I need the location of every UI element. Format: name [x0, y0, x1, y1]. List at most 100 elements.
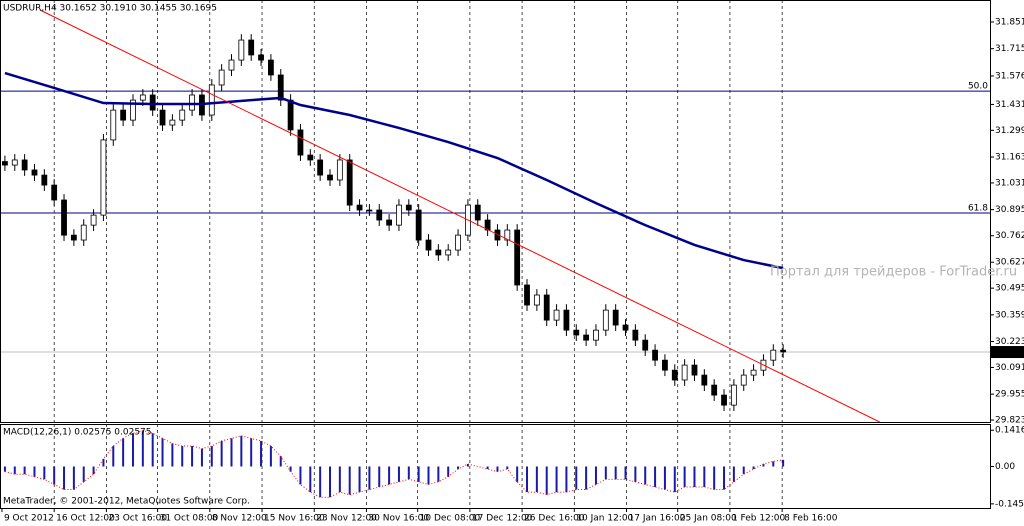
level-label: 61.8 [968, 203, 988, 213]
footer: MetaTrader, © 2001-2012, MetaQuotes Soft… [3, 497, 250, 507]
y-tick-label: 0.14169 [995, 426, 1024, 436]
x-tick-label: 17 Jan 16:00 [629, 514, 686, 524]
candle-body [405, 204, 412, 211]
candle-body [110, 109, 117, 141]
level-label: 50.0 [968, 82, 988, 92]
y-tick-label: 31.2990 [995, 126, 1024, 136]
candle-body [218, 69, 225, 86]
x-tick-label: 8 Feb 16:00 [784, 514, 838, 524]
x-tick-label: 26 Dec 16:00 [524, 514, 585, 524]
candle-body [691, 364, 698, 376]
macd-title: MACD(12,26,1) 0.02575 0.02575 [3, 428, 152, 438]
y-tick-label: 30.3590 [995, 310, 1024, 320]
x-tick-label: 9 Oct 2012 [4, 514, 54, 524]
candle-body [415, 209, 422, 241]
candle-body [425, 239, 432, 251]
candle-body [366, 209, 373, 212]
candle-body [277, 74, 284, 101]
y-tick-label: 31.1630 [995, 153, 1024, 163]
current-price-box [991, 346, 1024, 359]
candle-body [149, 94, 156, 111]
candle-body [346, 159, 353, 206]
candle-body [100, 139, 107, 216]
candle-body [583, 334, 590, 341]
x-tick-label: 8 Nov 12:00 [212, 514, 267, 524]
candle-body [474, 204, 481, 221]
x-tick-label: 23 Oct 16:00 [108, 514, 167, 524]
candle-body [770, 349, 777, 361]
candle-body [228, 59, 235, 71]
x-tick-label: 16 Oct 12:00 [56, 514, 115, 524]
y-tick-label: 30.2230 [995, 337, 1024, 347]
y-tick-label: 30.6270 [995, 258, 1024, 268]
candle-body [307, 154, 314, 161]
candle-body [662, 359, 668, 371]
candle-body [573, 329, 580, 336]
candle-body [386, 219, 393, 226]
candle-body [267, 59, 274, 76]
y-tick-label: 30.7620 [995, 231, 1024, 241]
y-tick-label: 0.00 [995, 462, 1015, 472]
candle-body [455, 234, 461, 251]
y-tick-label: 30.0910 [995, 363, 1024, 373]
candle-body [90, 214, 97, 226]
x-tick-label: 25 Jan 08:00 [680, 514, 737, 524]
candle-body [248, 39, 255, 56]
candle-body [208, 84, 215, 116]
candle-body [730, 384, 737, 406]
candle-body [563, 309, 570, 331]
candle-body [602, 309, 609, 331]
candle-body [189, 94, 195, 111]
candle-body [622, 324, 629, 331]
y-tick-label: -0.14585 [995, 499, 1024, 509]
y-tick-label: 31.8510 [995, 17, 1024, 27]
candle-body [61, 199, 67, 236]
candle-body [179, 109, 186, 121]
macd-signal [4, 430, 784, 498]
x-tick-label: 15 Nov 16:00 [264, 514, 325, 524]
y-tick-label: 30.4950 [995, 284, 1024, 294]
candle-body [169, 119, 176, 126]
candle-body [11, 159, 18, 166]
candle-body [287, 99, 294, 131]
x-tick-label: 23 Nov 12:00 [316, 514, 377, 524]
current-price-label: 30.1695 [993, 348, 1024, 358]
trend-line [39, 9, 880, 422]
candle-body [159, 109, 166, 126]
chart-title: USDRUR,H4 30.1652 30.1910 30.1455 30.169… [3, 4, 217, 14]
price-frame [0, 0, 991, 423]
price-chart: 50.0 61.8 [0, 9, 990, 422]
candle-body [258, 54, 264, 61]
candle-body [327, 174, 333, 181]
candle-body [671, 369, 678, 381]
moving-average [4, 71, 784, 270]
x-tick-label: 31 Oct 08:00 [160, 514, 219, 524]
y-tick-label: 31.5760 [995, 71, 1024, 81]
candle-body [524, 284, 530, 306]
candle-body [553, 309, 560, 321]
candle-body [780, 349, 787, 353]
candle-body [238, 39, 245, 61]
x-tick-label: 10 Dec 08:00 [420, 514, 481, 524]
candle-body [681, 364, 688, 381]
x-tick-label: 10 Jan 12:00 [576, 514, 633, 524]
candle-body [652, 349, 658, 361]
y-tick-label: 29.8230 [995, 416, 1024, 426]
candle-body [632, 329, 639, 341]
watermark: Портал для трейдеров - ForTrader.ru [770, 265, 1017, 280]
candle-body [356, 204, 363, 211]
candle-body [51, 184, 58, 201]
candle-body [376, 209, 383, 221]
candle-body [740, 374, 747, 386]
candle-body [2, 161, 8, 166]
candle-body [721, 394, 727, 406]
candle-body [543, 294, 550, 321]
candle-body [750, 369, 757, 376]
candle-body [80, 224, 87, 241]
y-tick-label: 31.4310 [995, 100, 1024, 110]
candle-body [593, 329, 599, 341]
y-tick-label: 29.9550 [995, 390, 1024, 400]
candle-body [70, 234, 77, 241]
candle-body [514, 229, 521, 286]
